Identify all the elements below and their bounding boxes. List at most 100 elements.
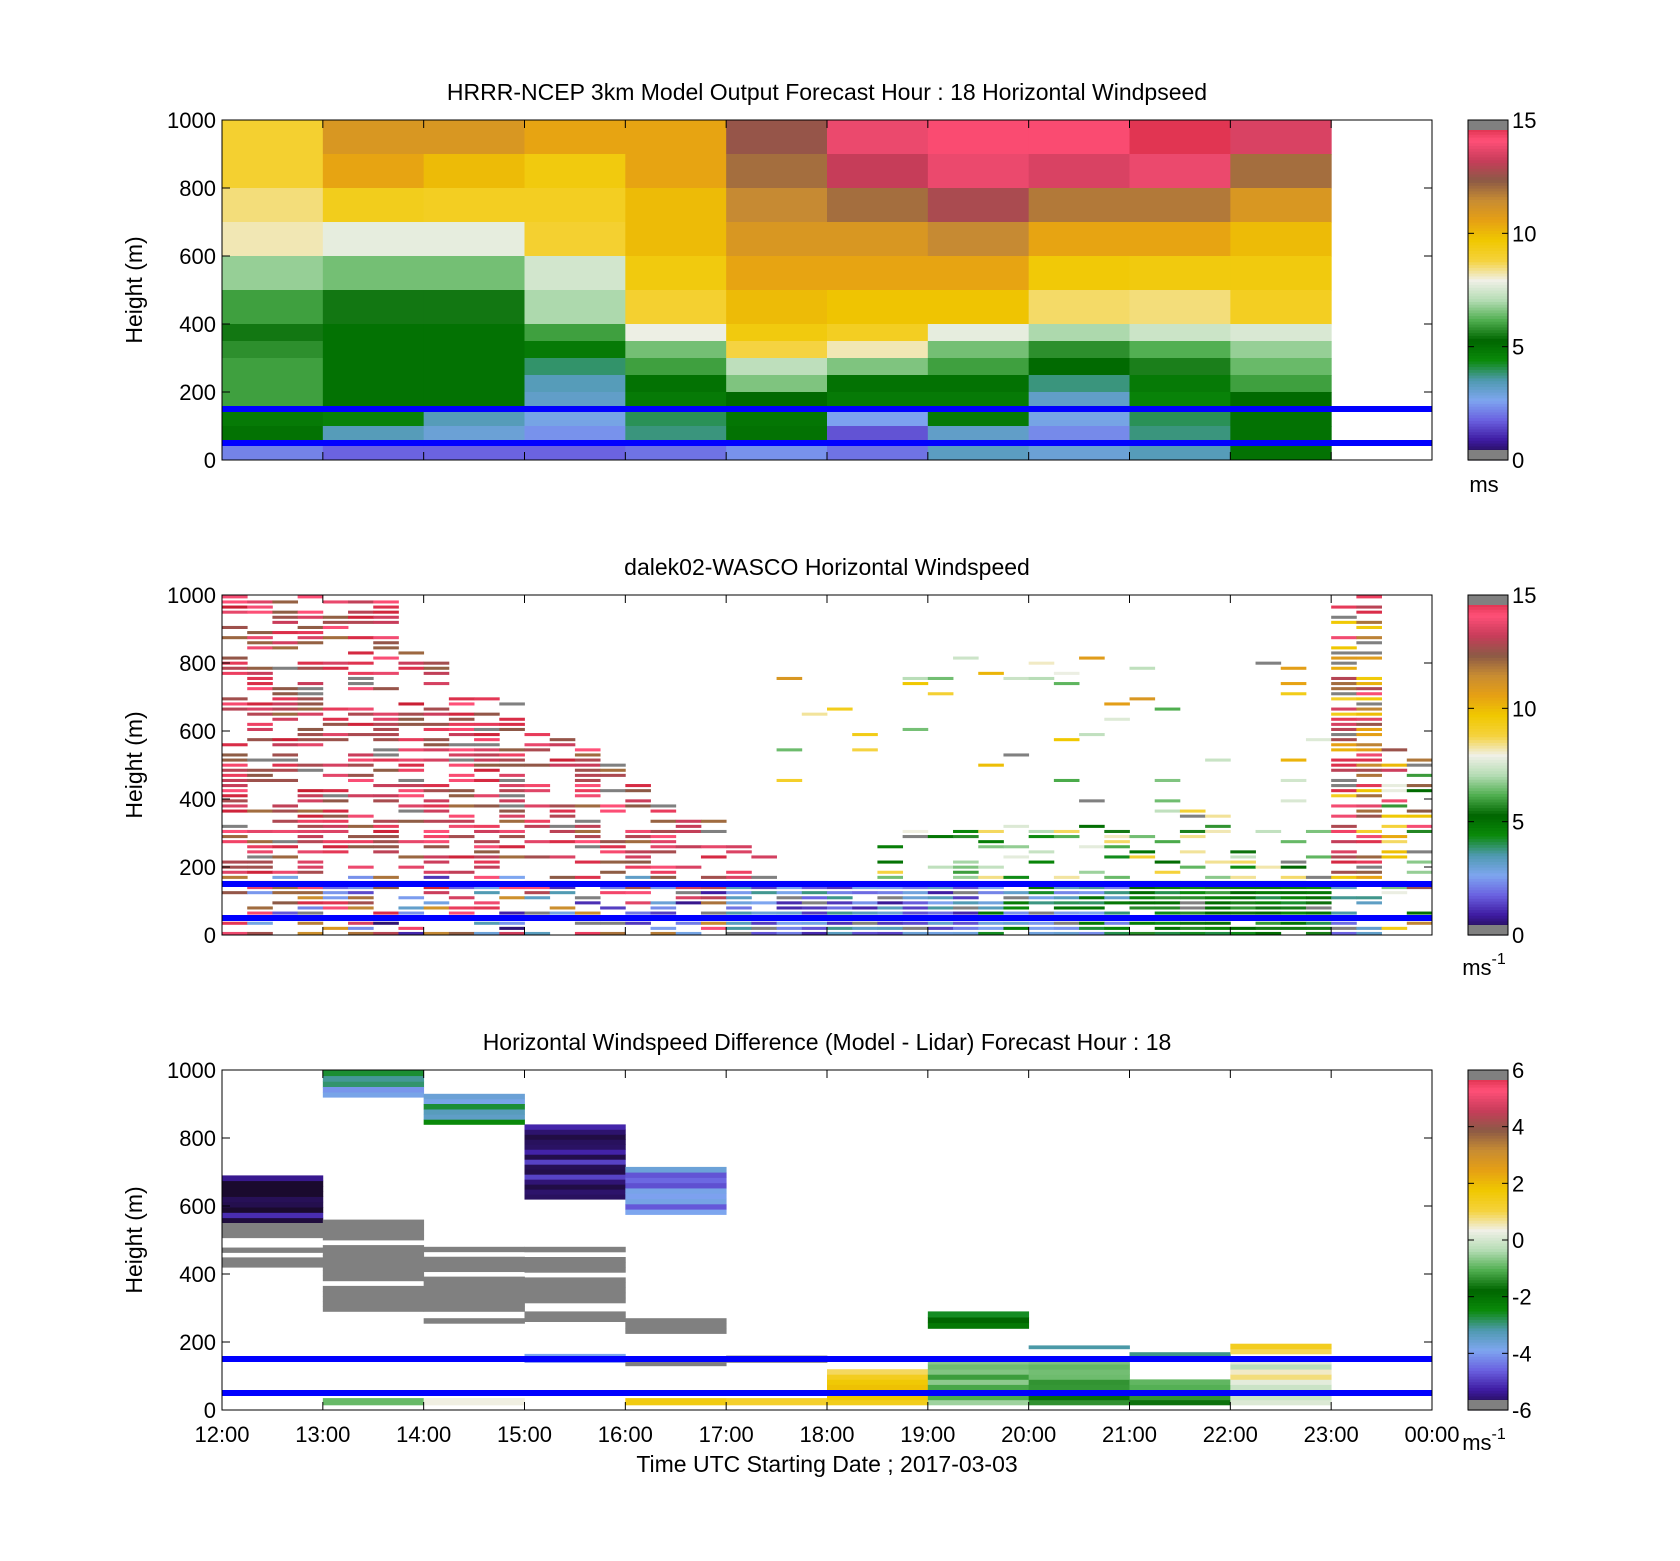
lidar-cell: [222, 707, 248, 711]
lidar-cell: [1179, 911, 1206, 915]
colorbar-segment: [1468, 346, 1508, 351]
colorbar-segment: [1468, 1078, 1508, 1082]
colorbar-segment: [1468, 369, 1508, 373]
difference-cell: [524, 1179, 626, 1185]
colorbar-unit-exponent: -1: [1492, 951, 1506, 968]
lidar-cell: [222, 625, 248, 629]
colorbar-segment: [1468, 1271, 1508, 1275]
colorbar-segment: [1468, 137, 1508, 141]
difference-cell: [927, 1322, 1030, 1329]
lidar-cell: [1028, 835, 1055, 839]
lidar-cell: [474, 733, 500, 737]
lidar-cell: [1305, 738, 1332, 742]
lidar-cell: [1104, 717, 1130, 721]
lidar-cell: [877, 875, 904, 879]
colorbar-segment: [1468, 207, 1508, 212]
model-cell: [927, 154, 1030, 189]
lidar-cell: [297, 712, 324, 716]
lidar-cell: [1079, 906, 1105, 910]
lidar-cell: [1331, 738, 1357, 742]
colorbar-segment: [1468, 1259, 1508, 1264]
lidar-cell: [902, 896, 929, 900]
lidar-cell: [927, 865, 954, 869]
lidar-cell: [877, 870, 904, 874]
lidar-cell: [1356, 717, 1382, 721]
lidar-cell: [1356, 702, 1382, 706]
colorbar-segment: [1468, 227, 1508, 232]
lidar-cell: [625, 789, 651, 793]
colorbar-under-color: [1468, 1400, 1508, 1410]
difference-cell: [1129, 1399, 1231, 1406]
difference-cell: [1028, 1369, 1130, 1375]
colorbar-segment: [1468, 603, 1508, 607]
lidar-cell: [1205, 829, 1231, 833]
lidar-cell: [423, 819, 450, 823]
difference-cell: [524, 1129, 626, 1135]
x-axis-label: Time UTC Starting Date ; 2017-03-03: [636, 1451, 1017, 1477]
lidar-cell: [297, 682, 324, 686]
colorbar-segment: [1468, 431, 1508, 436]
model-cell: [322, 188, 425, 223]
colorbar-segment: [1468, 1395, 1508, 1400]
lidar-cell: [1381, 799, 1408, 803]
lidar-cell: [247, 870, 273, 874]
lidar-cell: [1381, 840, 1408, 844]
lidar-cell: [373, 722, 399, 726]
colorbar-segment: [1468, 420, 1508, 424]
model-cell: [423, 409, 525, 427]
lidar-cell: [1280, 901, 1307, 905]
lidar-cell: [1356, 687, 1382, 691]
model-cell: [726, 154, 828, 189]
lidar-cell: [1356, 926, 1382, 930]
lidar-cell: [448, 789, 475, 793]
lidar-cell: [1154, 799, 1181, 803]
lidar-cell: [474, 743, 500, 747]
lidar-cell: [474, 824, 500, 828]
colorbar-frame: [1467, 119, 1509, 461]
lidar-cell: [398, 748, 425, 752]
lidar-cell: [549, 743, 576, 747]
colorbar-segment: [1468, 1384, 1508, 1388]
lidar-cell: [499, 814, 525, 818]
colorbar-segment: [1468, 363, 1508, 368]
lidar-cell: [1205, 921, 1231, 925]
lidar-cell: [297, 891, 324, 895]
model-cell: [1028, 358, 1130, 376]
lidar-cell: [902, 682, 929, 686]
colorbar-segment: [1468, 765, 1508, 769]
lidar-cell: [222, 835, 248, 839]
lidar-cell: [322, 620, 349, 624]
model-cell: [423, 222, 525, 257]
colorbar-segment: [1468, 787, 1508, 792]
lidar-cell: [524, 931, 551, 935]
lidar-cell: [1331, 712, 1357, 716]
model-cell: [524, 120, 626, 155]
model-cell: [423, 120, 525, 155]
lidar-cell: [927, 911, 954, 915]
lidar-cell: [524, 855, 551, 859]
colorbar-segment: [1468, 691, 1508, 695]
lidar-cell: [776, 906, 803, 910]
colorbar-segment: [1468, 878, 1508, 882]
colorbar-segment: [1468, 250, 1508, 254]
colorbar-segment: [1468, 838, 1508, 843]
colorbar-segment: [1468, 685, 1508, 690]
colorbar-segment: [1468, 915, 1508, 919]
difference-cell: [524, 1277, 626, 1283]
lidar-cell: [574, 748, 601, 752]
lidar-cell: [700, 829, 727, 833]
lidar-cell: [650, 819, 677, 823]
lidar-cell: [474, 840, 500, 844]
model-cell: [423, 426, 525, 444]
lidar-cell: [877, 845, 904, 849]
model-cell: [1129, 358, 1231, 376]
colorbar-tick-label: 4: [1512, 1115, 1524, 1140]
colorbar-segment: [1468, 190, 1508, 195]
colorbar-tick-label: 2: [1512, 1171, 1524, 1196]
lidar-cell: [1255, 896, 1282, 900]
lidar-cell: [953, 921, 979, 925]
lidar-cell: [1406, 809, 1432, 813]
difference-cell: [524, 1124, 626, 1130]
lidar-cell: [1255, 926, 1282, 930]
lidar-cell: [1179, 926, 1206, 930]
